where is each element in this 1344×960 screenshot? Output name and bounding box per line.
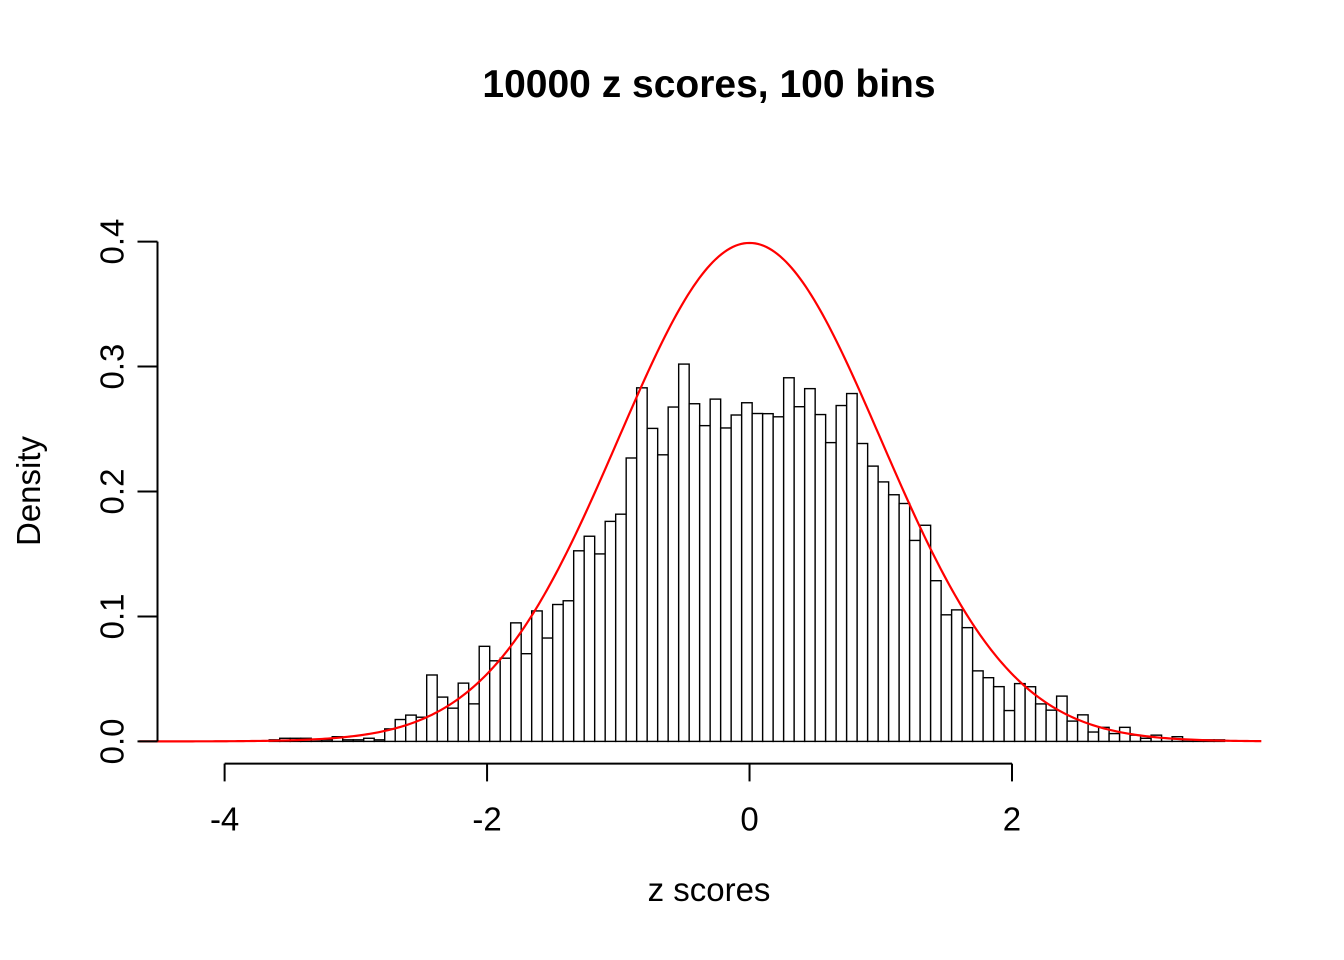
svg-text:0.4: 0.4 [94, 219, 131, 265]
svg-text:0.0: 0.0 [94, 718, 131, 764]
svg-text:0.3: 0.3 [94, 344, 131, 390]
svg-text:10000 z scores, 100 bins: 10000 z scores, 100 bins [482, 63, 935, 106]
svg-text:Density: Density [10, 435, 47, 546]
svg-text:0: 0 [740, 800, 758, 837]
svg-text:0.2: 0.2 [94, 469, 131, 515]
svg-text:z scores: z scores [648, 871, 771, 908]
svg-text:-2: -2 [472, 800, 501, 837]
svg-text:2: 2 [1003, 800, 1021, 837]
svg-text:-4: -4 [210, 800, 239, 837]
svg-text:0.1: 0.1 [94, 594, 131, 640]
